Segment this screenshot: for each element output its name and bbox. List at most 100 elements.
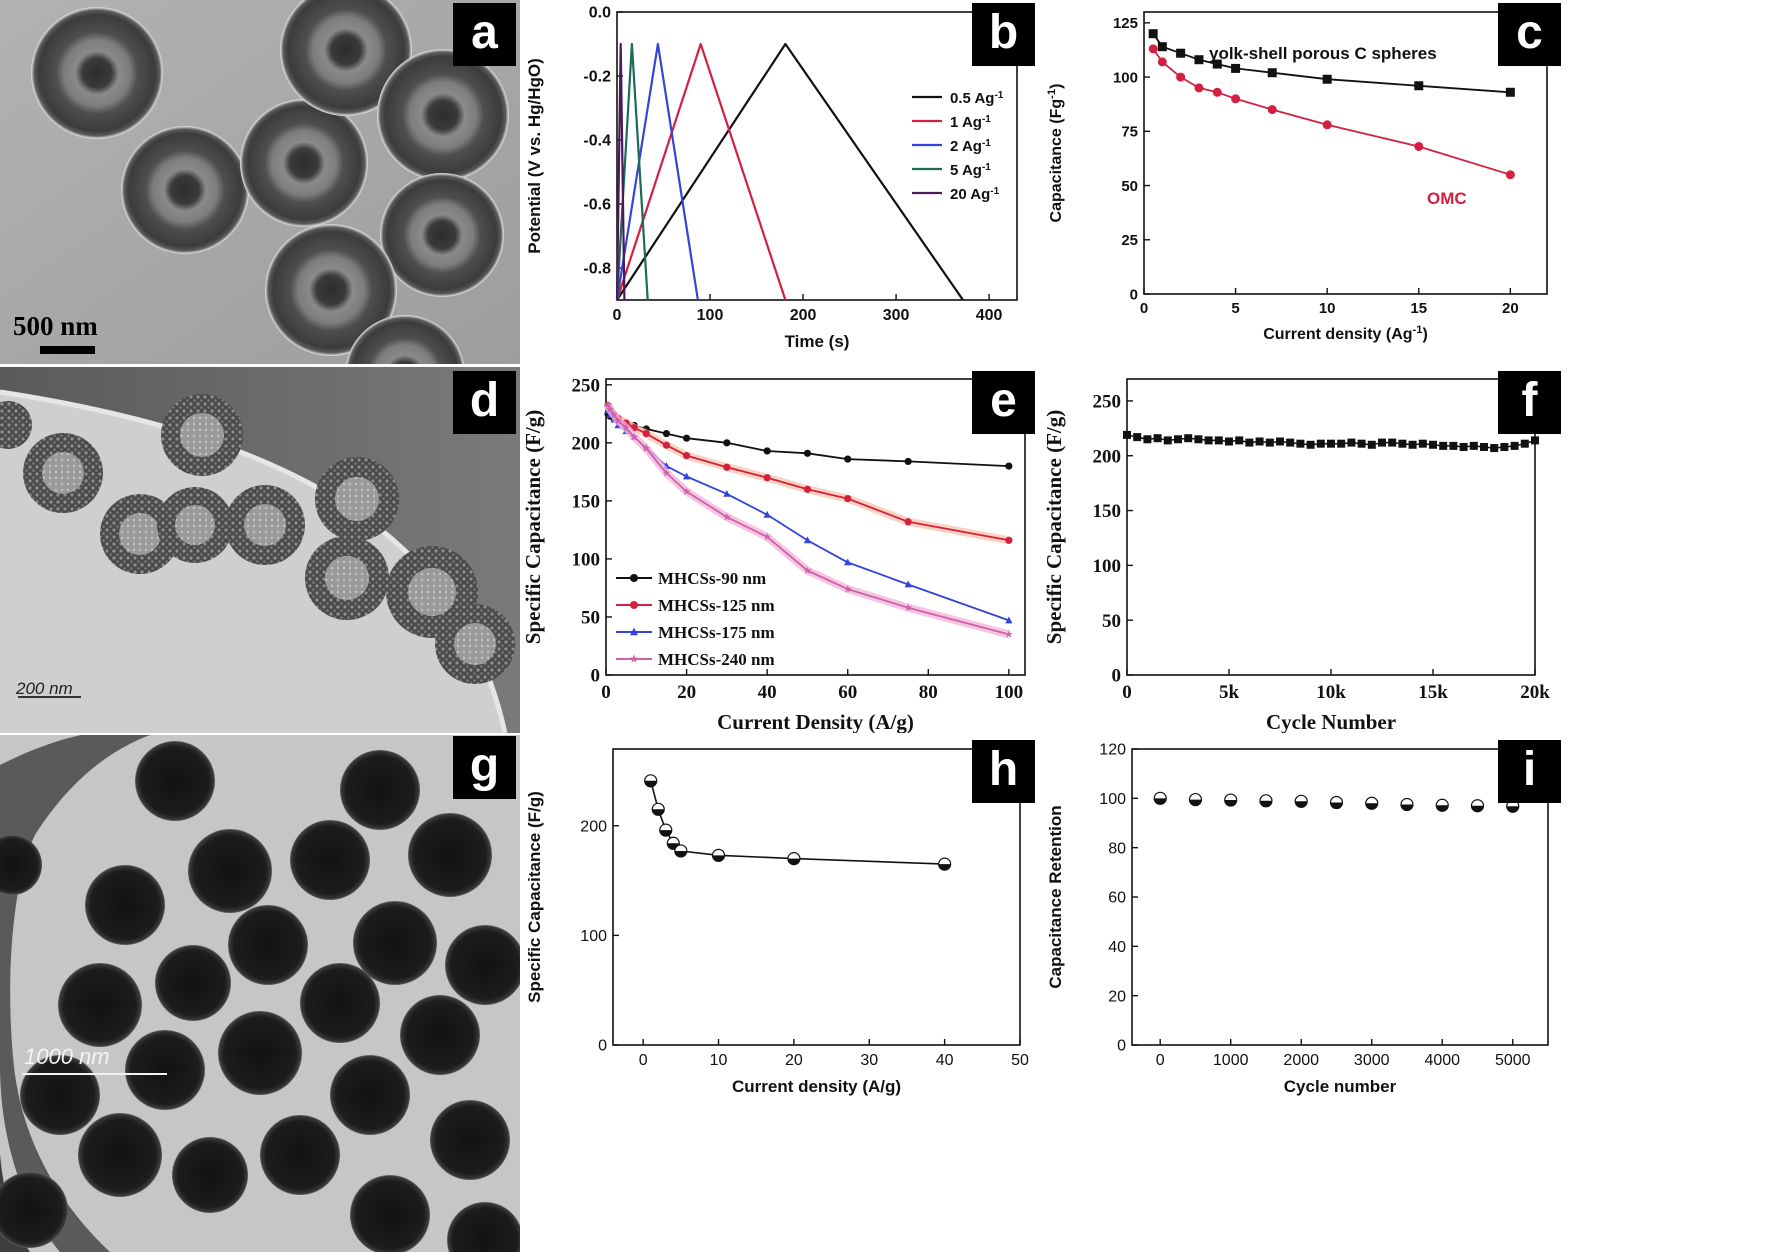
data-point-e-3 bbox=[904, 603, 913, 611]
data-point-e-1 bbox=[723, 463, 731, 471]
data-point-e-1 bbox=[844, 494, 852, 503]
data-point-f-0 bbox=[1520, 439, 1529, 448]
data-point-e-0 bbox=[803, 449, 812, 457]
data-point-f-0 bbox=[1378, 438, 1386, 447]
series-line-b-4 bbox=[615, 42, 626, 301]
data-point-c-1 bbox=[1322, 120, 1332, 130]
legend-marker-e-3 bbox=[629, 654, 639, 663]
x-tick-label-f: 10k bbox=[1316, 682, 1346, 703]
data-point-h-0 bbox=[659, 823, 673, 837]
data-point-f-0 bbox=[1408, 440, 1417, 449]
x-axis-label-h: Current density (A/g) bbox=[732, 1077, 901, 1096]
data-point-c-1 bbox=[1157, 57, 1167, 67]
data-point-c-0 bbox=[1414, 81, 1424, 91]
data-point-f-0 bbox=[1276, 437, 1284, 446]
legend-label-b-1: 1 Ag-1 bbox=[950, 114, 991, 132]
data-point-h-0 bbox=[787, 852, 801, 866]
data-point-i-0 bbox=[1224, 793, 1238, 807]
x-axis-label-c: Current density (Ag-1) bbox=[1263, 324, 1428, 343]
data-point-c-1 bbox=[1212, 87, 1222, 97]
data-point-e-1 bbox=[662, 441, 671, 449]
x-tick-label-c: 15 bbox=[1410, 300, 1427, 317]
data-point-e-2 bbox=[844, 558, 852, 566]
data-point-e-3 bbox=[843, 585, 852, 593]
y-tick-label-b: -0.4 bbox=[583, 133, 611, 150]
chart-b-plot: 0 100 200 300 400 0.0 -0.2 -0.4 -0.6 -0.8 Time (s)… bbox=[525, 5, 1018, 351]
data-point-h-0 bbox=[711, 848, 726, 862]
y-axis-label-f: Specific Capacitance (F/g) bbox=[1042, 410, 1066, 644]
y-tick-label-e: 150 bbox=[572, 492, 601, 513]
data-point-e-2 bbox=[723, 489, 731, 497]
data-point-e-1 bbox=[763, 474, 771, 482]
y-axis-label-b: Potential (V vs. Hg/HgO) bbox=[525, 58, 544, 254]
data-point-c-1 bbox=[1148, 44, 1158, 54]
data-point-f-0 bbox=[1388, 438, 1397, 447]
data-point-f-0 bbox=[1163, 436, 1172, 445]
y-tick-label-f: 50 bbox=[1102, 611, 1121, 632]
data-point-f-0 bbox=[1194, 435, 1203, 444]
data-point-c-1 bbox=[1231, 94, 1241, 104]
plot-frame-c bbox=[1143, 11, 1548, 295]
data-point-e-0 bbox=[763, 447, 771, 455]
y-axis-label-e: Specific Capacitance (F/g) bbox=[521, 410, 545, 644]
series-line-b-1 bbox=[615, 42, 787, 301]
x-tick-label-h: 0 bbox=[639, 1052, 648, 1069]
plot-frame-h bbox=[612, 748, 1021, 1046]
x-tick-label-i: 2000 bbox=[1283, 1052, 1319, 1069]
legend-label-b-0: 0.5 Ag-1 bbox=[950, 90, 1004, 108]
data-point-e-3 bbox=[763, 532, 772, 541]
x-tick-label-c: 5 bbox=[1231, 300, 1239, 317]
data-point-f-0 bbox=[1255, 437, 1264, 446]
y-tick-label-c: 25 bbox=[1121, 232, 1138, 249]
x-tick-label-b: 300 bbox=[883, 307, 910, 324]
data-point-f-0 bbox=[1133, 433, 1142, 442]
data-point-e-3 bbox=[682, 487, 691, 495]
data-point-c-0 bbox=[1267, 68, 1277, 78]
legend-label-b-4: 20 Ag-1 bbox=[950, 186, 1000, 204]
data-point-f-0 bbox=[1449, 441, 1458, 450]
y-tick-label-e: 250 bbox=[572, 375, 601, 396]
data-point-c-0 bbox=[1322, 74, 1332, 84]
legend-label-e-2: MHCSs-175 nm bbox=[658, 623, 775, 642]
data-point-c-1 bbox=[1267, 105, 1277, 115]
y-tick-label-i: 120 bbox=[1099, 742, 1126, 759]
y-axis-label-h: Specific Capacitance (F/g) bbox=[525, 791, 544, 1003]
micrograph-g: 1000 nm g bbox=[0, 735, 520, 1252]
data-point-i-0 bbox=[1188, 792, 1203, 807]
data-point-f-0 bbox=[1337, 439, 1346, 448]
panel-letter-d: d bbox=[453, 371, 516, 434]
x-tick-label-i: 3000 bbox=[1354, 1052, 1390, 1069]
chart-c: 0 5 10 15 20 0 25 50 75 100 125 Current density (Ag… bbox=[1041, 0, 1568, 364]
x-axis-label-i: Cycle number bbox=[1284, 1077, 1397, 1096]
plot-frame-e bbox=[605, 378, 1026, 676]
micrograph-a-image bbox=[0, 0, 520, 364]
x-tick-label-i: 1000 bbox=[1213, 1052, 1249, 1069]
y-tick-label-f: 250 bbox=[1093, 392, 1122, 413]
x-tick-label-b: 100 bbox=[697, 307, 724, 324]
data-point-i-0 bbox=[1153, 791, 1167, 805]
chart-h: 0 10 20 30 40 50 0 100 200 Current density (A/g) S… bbox=[520, 735, 1041, 1252]
panel-letter-e: e bbox=[972, 371, 1035, 434]
data-point-f-0 bbox=[1357, 439, 1366, 448]
x-tick-label-e: 80 bbox=[919, 682, 938, 703]
chart-e-plot: 0 20 40 60 80 100 0 50 100 150 200 250 Current Densi… bbox=[521, 375, 1026, 733]
x-tick-label-b: 0 bbox=[613, 307, 622, 324]
data-point-e-3 bbox=[722, 513, 731, 521]
x-tick-label-e: 20 bbox=[677, 682, 696, 703]
data-point-h-0 bbox=[674, 844, 688, 858]
data-point-e-0 bbox=[904, 457, 912, 466]
y-tick-label-i: 40 bbox=[1108, 939, 1126, 956]
x-tick-label-e: 60 bbox=[838, 682, 857, 703]
panel-letter-c: c bbox=[1498, 3, 1561, 66]
y-tick-label-e: 50 bbox=[581, 608, 600, 629]
chart-i-plot: 0 1000 2000 3000 4000 5000 0 20 40 60 80 100 120 Cycl… bbox=[1046, 742, 1549, 1096]
data-point-c-1 bbox=[1414, 141, 1424, 151]
legend-label-b-3: 5 Ag-1 bbox=[950, 162, 991, 180]
panel-letter-h: h bbox=[972, 740, 1035, 803]
data-point-e-1 bbox=[642, 429, 650, 438]
data-point-f-0 bbox=[1500, 442, 1509, 451]
x-tick-label-h: 10 bbox=[710, 1052, 728, 1069]
panel-letter-i: i bbox=[1498, 740, 1561, 803]
x-tick-label-h: 40 bbox=[936, 1052, 954, 1069]
x-axis-label-e: Current Density (A/g) bbox=[717, 710, 914, 733]
